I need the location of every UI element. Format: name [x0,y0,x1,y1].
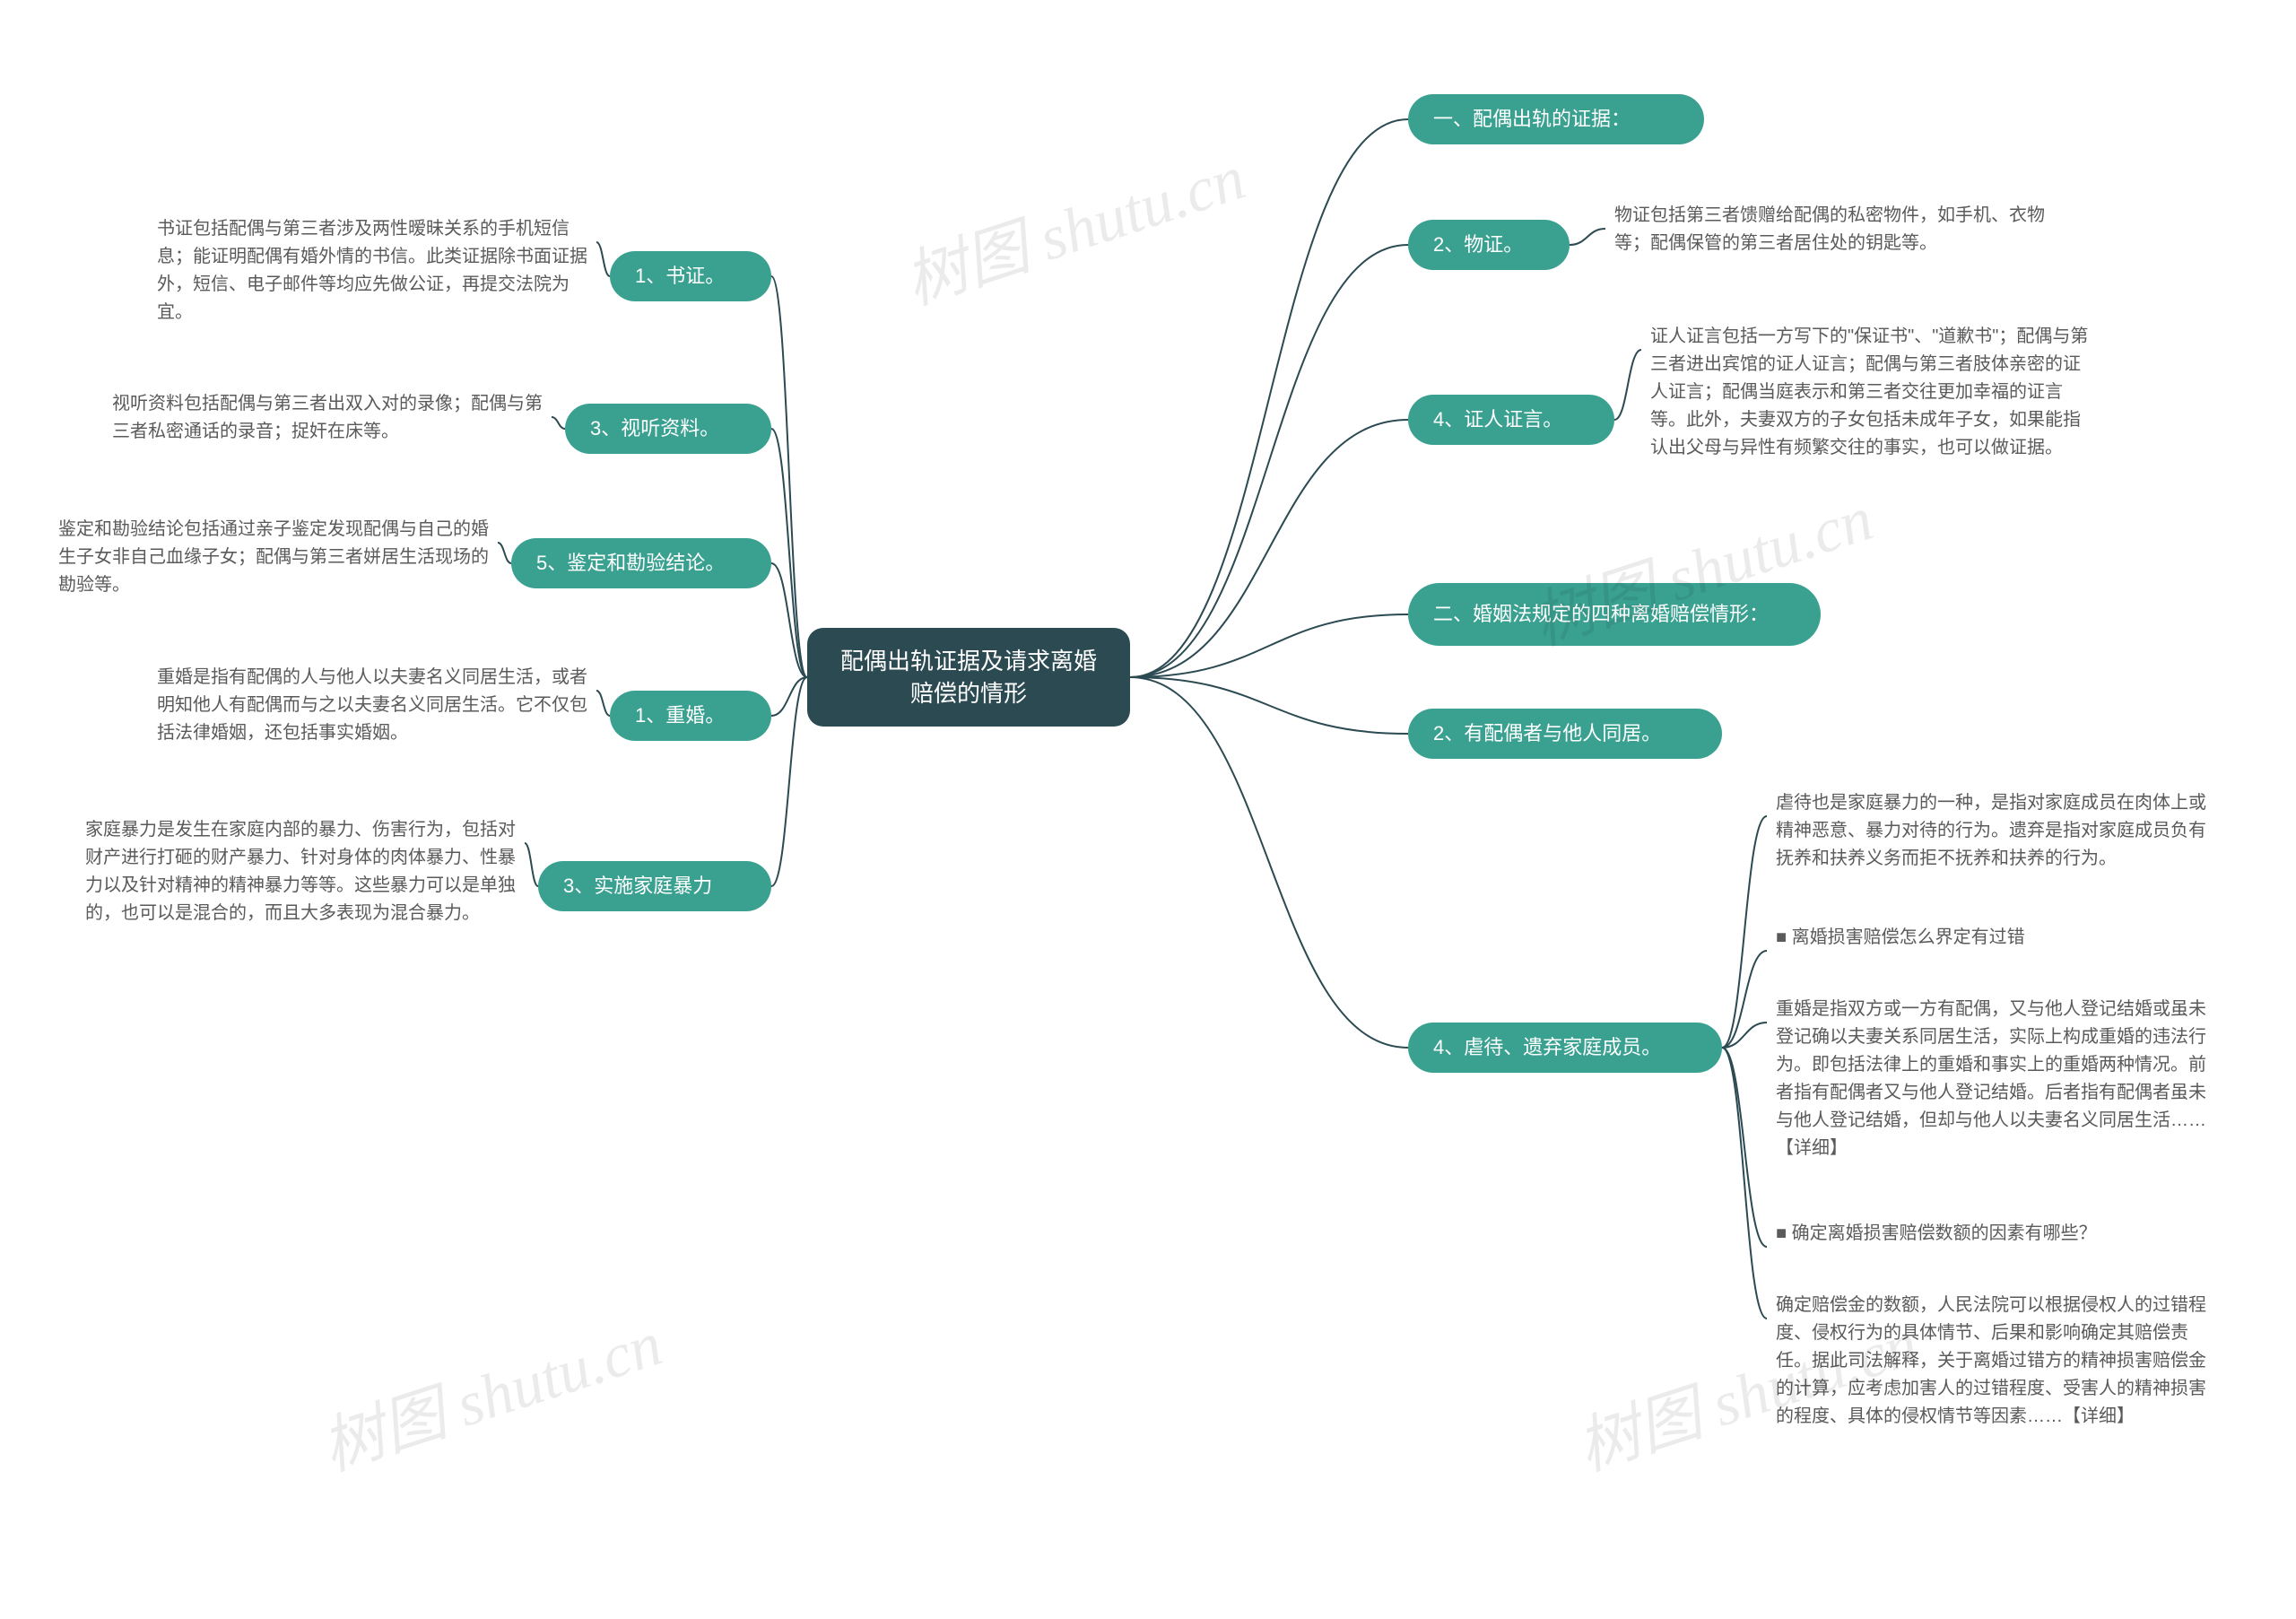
branch-node: 2、物证。 [1408,220,1570,270]
branch-node: 3、视听资料。 [565,404,771,454]
leaf-text: 重婚是指有配偶的人与他人以夫妻名义同居生活，或者明知他人有配偶而与之以夫妻名义同… [157,664,587,747]
branch-label: 2、物证。 [1433,231,1523,259]
branch-node: 1、书证。 [610,251,771,301]
branch-label: 5、鉴定和勘验结论。 [536,550,725,578]
branch-node: 二、婚姻法规定的四种离婚赔偿情形： [1408,583,1821,646]
branch-label: 4、虐待、遗弃家庭成员。 [1433,1034,1661,1062]
branch-label: 2、有配偶者与他人同居。 [1433,720,1661,748]
leaf-text: 证人证言包括一方写下的"保证书"、"道歉书"；配偶与第三者进出宾馆的证人证言；配… [1650,323,2090,462]
branch-node: 一、配偶出轨的证据： [1408,94,1704,144]
branch-label: 3、视听资料。 [590,415,719,443]
leaf-text: ■ 确定离婚损害赔偿数额的因素有哪些？ [1776,1220,2206,1248]
watermark: 树图 shutu.cn [891,127,1255,322]
leaf-text: 书证包括配偶与第三者涉及两性暧昧关系的手机短信息；能证明配偶有婚外情的书信。此类… [157,215,587,326]
branch-label: 一、配偶出轨的证据： [1433,106,1631,134]
branch-node: 2、有配偶者与他人同居。 [1408,709,1722,759]
branch-label: 3、实施家庭暴力 [563,873,712,901]
branch-label: 4、证人证言。 [1433,406,1562,434]
leaf-text: ■ 离婚损害赔偿怎么界定有过错 [1776,924,2206,952]
root-label: 配偶出轨证据及请求离婚赔偿的情形 [834,645,1103,710]
branch-node: 4、证人证言。 [1408,395,1614,445]
leaf-text: 家庭暴力是发生在家庭内部的暴力、伤害行为，包括对财产进行打砸的财产暴力、针对身体… [85,816,516,927]
leaf-text: 重婚是指双方或一方有配偶，又与他人登记结婚或虽未登记确以夫妻关系同居生活，实际上… [1776,996,2206,1162]
leaf-text: 虐待也是家庭暴力的一种，是指对家庭成员在肉体上或精神恶意、暴力对待的行为。遗弃是… [1776,789,2206,873]
root-node: 配偶出轨证据及请求离婚赔偿的情形 [807,628,1130,727]
leaf-text: 确定赔偿金的数额，人民法院可以根据侵权人的过错程度、侵权行为的具体情节、后果和影… [1776,1292,2206,1431]
branch-label: 二、婚姻法规定的四种离婚赔偿情形： [1433,601,1769,629]
branch-node: 5、鉴定和勘验结论。 [511,538,771,588]
branch-label: 1、重婚。 [635,702,725,730]
leaf-text: 鉴定和勘验结论包括通过亲子鉴定发现配偶与自己的婚生子女非自己血缘子女；配偶与第三… [58,516,489,599]
branch-node: 3、实施家庭暴力 [538,861,771,911]
watermark: 树图 shutu.cn [309,1293,672,1488]
branch-label: 1、书证。 [635,263,725,291]
branch-node: 4、虐待、遗弃家庭成员。 [1408,1023,1722,1073]
leaf-text: 物证包括第三者馈赠给配偶的私密物件，如手机、衣物等；配偶保管的第三者居住处的钥匙… [1614,202,2045,257]
branch-node: 1、重婚。 [610,691,771,741]
leaf-text: 视听资料包括配偶与第三者出双入对的录像；配偶与第三者私密通话的录音；捉奸在床等。 [112,390,543,446]
